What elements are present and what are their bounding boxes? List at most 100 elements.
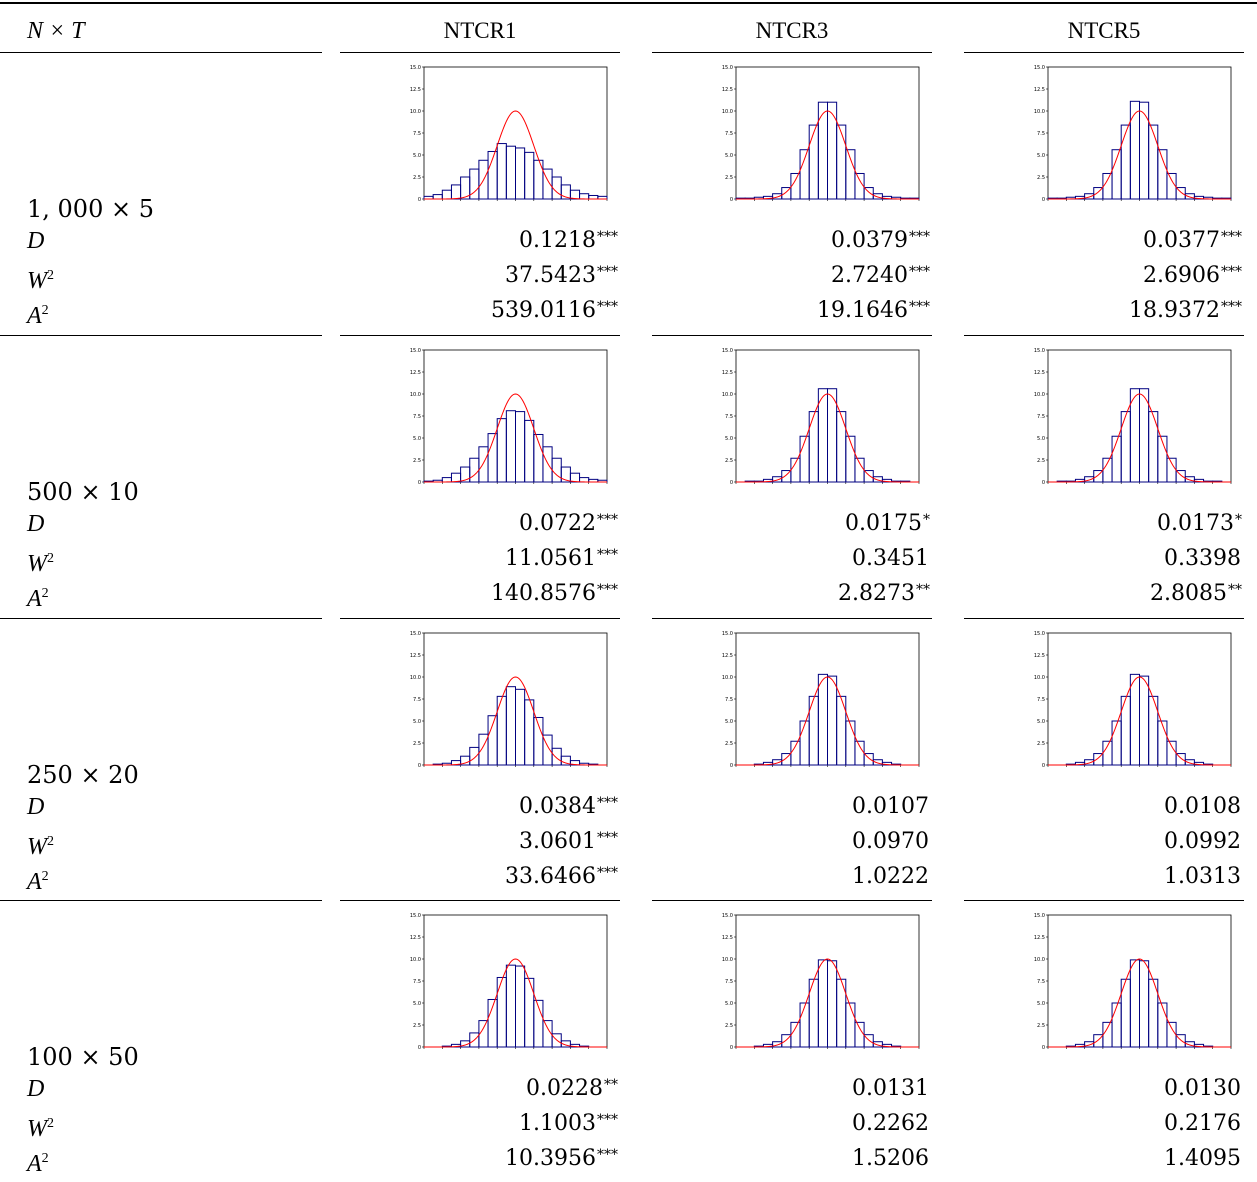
stat-value-a2: 2.8273** (652, 580, 930, 608)
rule-left-0 (0, 52, 322, 53)
stat-value-w2: 0.2262 (652, 1110, 930, 1138)
histogram-svg: 02.55.07.510.012.515.0-5-4-3-2-1012345 (410, 631, 608, 768)
histogram-bar (1148, 411, 1159, 483)
normal-density-curve (736, 676, 919, 766)
histogram-bar (551, 176, 562, 200)
histogram-bar (799, 149, 810, 200)
stat-value-a2: 140.8576*** (340, 580, 618, 608)
stat-number: 2.7240 (831, 263, 908, 288)
histogram-bar (1166, 740, 1177, 766)
histogram-svg: 02.55.07.510.012.515.0-5-4-3-2-1012345 (722, 913, 920, 1050)
normal-density-curve (1048, 958, 1231, 1048)
y-tick-label: 0 (730, 197, 733, 202)
histogram-ntcr3: 02.55.07.510.012.515.0-5-4-3-2-1012345 (714, 910, 924, 1050)
histogram-svg: 02.55.07.510.012.515.0-5-4-3-2-1012345 (410, 913, 608, 1050)
histogram-bar (817, 959, 828, 1048)
stat-symbol: W (27, 834, 47, 860)
histogram-bar (817, 673, 828, 766)
stat-label: W2 (27, 262, 54, 295)
stat-number: 18.9372 (1129, 298, 1220, 323)
stat-number: 0.0384 (519, 794, 596, 819)
rule-col-0-1 (652, 52, 932, 53)
y-tick-label: 15.0 (1034, 65, 1045, 71)
stat-value-d: 0.1218*** (340, 227, 618, 255)
stat-number: 0.0722 (519, 511, 596, 536)
y-tick-label: 15.0 (1034, 631, 1045, 637)
histogram-bar (827, 101, 838, 200)
histogram-svg: 02.55.07.510.012.515.0-5-4-3-2-1012345 (722, 65, 920, 202)
stat-number: 0.0970 (852, 829, 929, 854)
y-tick-label: 5.0 (725, 436, 733, 442)
stat-value-w2: 2.6906*** (964, 262, 1242, 290)
stat-symbol: A (27, 586, 42, 612)
stat-number: 1.5206 (852, 1146, 929, 1171)
y-tick-label: 2.5 (1037, 458, 1045, 464)
histogram-bar (505, 145, 516, 200)
y-tick-label: 12.5 (722, 935, 733, 941)
histogram-bar (790, 740, 801, 766)
histogram-bar (1129, 673, 1140, 766)
stat-value-w2: 0.0992 (964, 828, 1242, 856)
histogram-bar (1139, 388, 1150, 483)
stat-symbol: D (27, 511, 45, 537)
histogram-bar (441, 189, 452, 200)
significance-stars: *** (1221, 229, 1242, 245)
histogram-ntcr5: 02.55.07.510.012.515.0-5-4-3-2-1012345 (1026, 62, 1236, 202)
stat-symbol: A (27, 303, 42, 329)
stat-number: 2.8273 (838, 581, 915, 606)
significance-stars: *** (597, 582, 618, 598)
histogram-bar (1139, 960, 1150, 1048)
y-tick-label: 7.5 (1037, 414, 1045, 420)
stat-number: 1.0222 (852, 864, 929, 889)
stat-number: 0.0108 (1164, 794, 1241, 819)
y-tick-label: 0 (730, 763, 733, 768)
normal-density-curve (424, 393, 607, 483)
y-tick-label: 15.0 (722, 913, 733, 919)
y-tick-label: 2.5 (725, 175, 733, 181)
stat-value-w2: 0.0970 (652, 828, 930, 856)
y-tick-label: 0 (730, 480, 733, 485)
histogram-bar (524, 419, 535, 483)
significance-stars: *** (597, 547, 618, 563)
y-tick-label: 15.0 (410, 913, 421, 919)
stat-number: 0.0107 (852, 794, 929, 819)
y-tick-label: 10.0 (1034, 957, 1045, 963)
significance-stars: ** (604, 1077, 618, 1093)
stat-label: D (27, 793, 44, 821)
y-tick-label: 10.0 (722, 957, 733, 963)
stat-exponent: 2 (41, 1151, 49, 1166)
y-tick-label: 12.5 (722, 370, 733, 376)
stat-value-a2: 18.9372*** (964, 297, 1242, 325)
y-tick-label: 15.0 (410, 631, 421, 637)
stat-value-d: 0.0130 (964, 1075, 1242, 1103)
y-tick-label: 2.5 (725, 741, 733, 747)
stat-number: 0.0992 (1164, 829, 1241, 854)
rule-left-2 (0, 618, 322, 619)
stat-symbol: D (27, 794, 45, 820)
normal-density-curve (736, 958, 919, 1048)
y-tick-label: 7.5 (1037, 697, 1045, 703)
stat-number: 1.0313 (1164, 864, 1241, 889)
stat-symbol: W (27, 551, 47, 577)
histogram-svg: 02.55.07.510.012.515.0-5-4-3-2-1012345 (1034, 631, 1232, 768)
histogram-bar (1129, 388, 1140, 483)
histogram-bar (1102, 1021, 1113, 1048)
histogram-ntcr5: 02.55.07.510.012.515.0-5-4-3-2-1012345 (1026, 345, 1236, 485)
histogram-bar (1111, 149, 1122, 200)
stat-exponent: 2 (41, 586, 49, 601)
stat-value-w2: 0.3451 (652, 545, 930, 573)
significance-stars: *** (909, 264, 930, 280)
stat-value-d: 0.0131 (652, 1075, 930, 1103)
y-tick-label: 10.0 (410, 675, 421, 681)
stat-number: 140.8576 (491, 581, 596, 606)
y-tick-label: 7.5 (413, 979, 421, 985)
top-rule (0, 2, 1257, 4)
stat-number: 539.0116 (491, 298, 596, 323)
stat-value-d: 0.0107 (652, 793, 930, 821)
y-tick-label: 2.5 (1037, 741, 1045, 747)
y-tick-label: 0 (418, 1045, 421, 1050)
significance-stars: *** (597, 299, 618, 315)
histogram-bar (579, 477, 590, 483)
y-tick-label: 12.5 (410, 87, 421, 93)
stat-value-w2: 0.2176 (964, 1110, 1242, 1138)
